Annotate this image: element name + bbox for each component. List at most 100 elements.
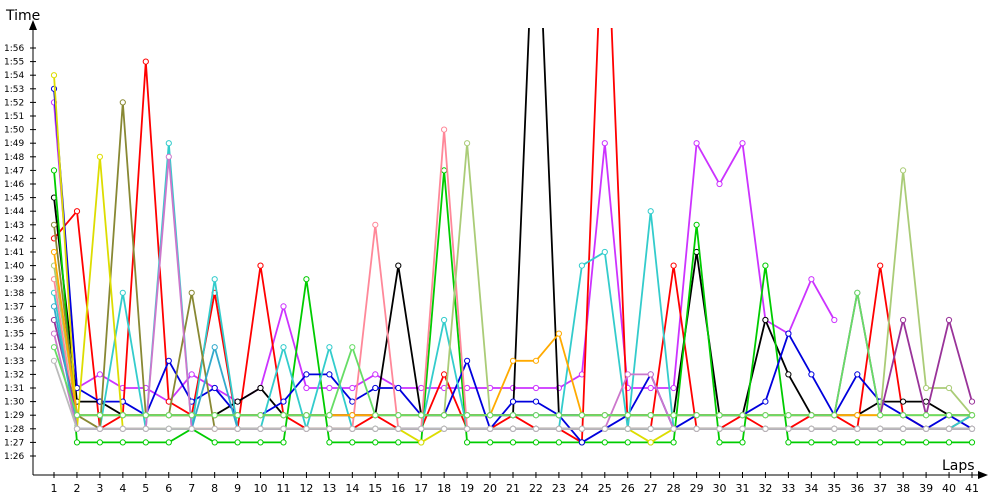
data-point <box>739 425 746 432</box>
y-tick-label: 1:50 <box>4 126 24 136</box>
x-tick-label: 21 <box>506 482 520 495</box>
data-point <box>877 439 884 446</box>
y-tick-label: 1:49 <box>4 139 24 149</box>
data-point <box>418 425 425 432</box>
data-point <box>395 384 402 392</box>
data-point <box>831 439 838 446</box>
data-point <box>716 180 723 188</box>
data-point <box>188 425 195 432</box>
data-point <box>188 412 195 419</box>
x-tick-label: 11 <box>277 482 291 495</box>
y-tick-label: 1:43 <box>4 221 24 231</box>
y-tick-label: 1:44 <box>4 207 24 217</box>
data-point <box>211 439 218 446</box>
data-point <box>601 439 608 446</box>
data-point <box>601 140 608 147</box>
data-point <box>762 316 769 324</box>
y-axis-arrow <box>29 20 37 30</box>
data-point <box>808 425 815 432</box>
y-tick-label: 1:28 <box>4 425 24 435</box>
x-tick-label: 31 <box>736 482 750 495</box>
data-point <box>50 303 58 310</box>
x-tick-label: 37 <box>873 482 887 495</box>
x-tick-label: 35 <box>827 482 841 495</box>
data-point <box>945 412 953 419</box>
x-ticks: 1 2 3 4 5 6 7 8 9 10 11 12 13 14 15 16 17 18 19 20 21 22 23 24 2… <box>51 472 979 495</box>
series-line <box>53 102 972 431</box>
data-point <box>464 412 471 419</box>
data-point <box>808 371 815 378</box>
data-point <box>349 384 356 392</box>
data-point <box>349 412 356 419</box>
series-line <box>53 28 972 417</box>
data-point <box>165 140 172 147</box>
y-tick-label: 1:27 <box>4 438 24 448</box>
data-point <box>601 412 608 419</box>
data-point <box>647 208 654 215</box>
y-tick-label: 1:54 <box>4 71 24 81</box>
data-point <box>73 439 81 446</box>
y-tick-label: 1:26 <box>4 452 24 462</box>
x-tick-label: 24 <box>575 482 589 495</box>
data-point <box>900 439 907 446</box>
data-point <box>601 425 608 432</box>
data-point <box>739 140 746 147</box>
x-tick-label: 20 <box>483 482 497 495</box>
data-point <box>234 439 241 446</box>
data-point <box>923 439 930 446</box>
data-point <box>601 248 608 256</box>
y-tick-label: 1:51 <box>4 112 24 122</box>
data-point <box>900 398 907 405</box>
data-point <box>50 248 58 256</box>
data-point <box>280 412 287 419</box>
data-point <box>464 384 471 392</box>
x-tick-label: 34 <box>804 482 818 495</box>
data-point <box>716 439 723 446</box>
data-point <box>532 398 540 405</box>
data-point <box>509 439 517 446</box>
y-tick-label: 1:41 <box>4 248 24 258</box>
y-ticks: 1:26 1:27 1:28 1:29 1:30 1:31 1:32 1:33 1:34 1:35… <box>4 44 36 462</box>
data-point <box>303 276 310 283</box>
data-point <box>326 412 333 419</box>
data-point <box>647 384 654 392</box>
x-tick-label: 38 <box>896 482 910 495</box>
data-point <box>854 412 861 419</box>
data-point <box>693 221 700 228</box>
x-tick-label: 26 <box>621 482 635 495</box>
data-point <box>900 412 907 419</box>
x-tick-label: 19 <box>460 482 474 495</box>
y-tick-label: 1:30 <box>4 398 24 408</box>
data-point <box>532 412 540 419</box>
data-point <box>257 412 264 419</box>
data-point <box>762 398 769 405</box>
data-point <box>877 412 884 419</box>
x-tick-label: 16 <box>391 482 405 495</box>
y-tick-label: 1:42 <box>4 234 24 244</box>
data-point <box>96 439 104 446</box>
data-point <box>395 439 402 446</box>
data-point <box>624 412 631 419</box>
data-point <box>487 412 494 419</box>
data-point <box>808 412 815 419</box>
data-point <box>165 153 172 160</box>
data-point <box>464 439 471 446</box>
data-point <box>670 412 677 419</box>
y-tick-label: 1:40 <box>4 262 24 272</box>
data-point <box>578 425 586 432</box>
data-point <box>487 425 494 432</box>
data-point <box>326 344 333 351</box>
data-point <box>441 316 448 324</box>
data-point <box>968 412 976 419</box>
data-point <box>303 384 310 392</box>
data-point <box>234 425 241 432</box>
data-point <box>831 316 838 324</box>
y-tick-label: 1:46 <box>4 180 24 190</box>
data-point <box>831 412 838 419</box>
data-point <box>257 425 264 432</box>
data-point <box>50 330 58 337</box>
data-point <box>509 398 517 405</box>
data-point <box>808 439 815 446</box>
data-point <box>349 398 356 405</box>
data-point <box>395 262 402 269</box>
